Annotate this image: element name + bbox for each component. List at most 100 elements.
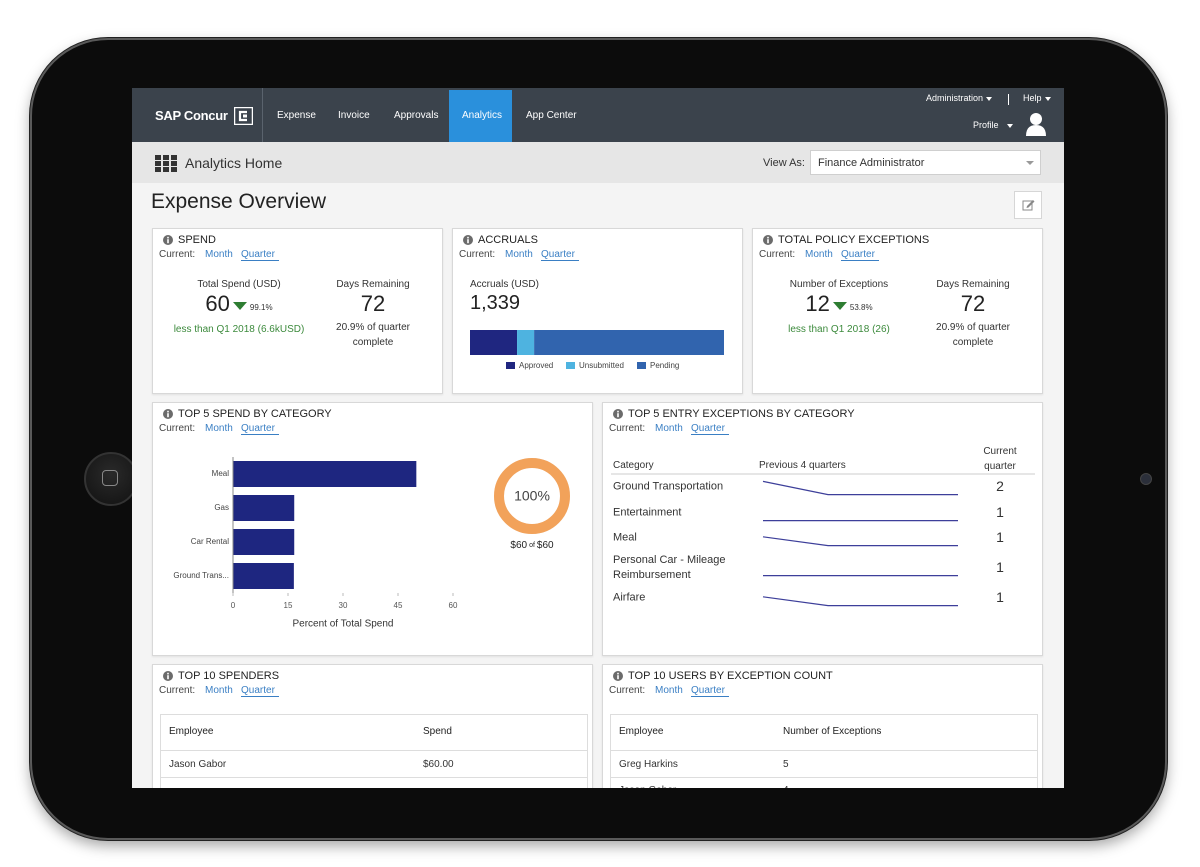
category-cell: Personal Car - Mileage Reimbursement: [613, 554, 726, 581]
admin-menu[interactable]: Administration: [926, 93, 993, 103]
nav-bar: [132, 88, 1064, 142]
edit-button[interactable]: [1014, 191, 1042, 219]
legend-label: Pending: [650, 361, 679, 370]
sub-header-title: Analytics Home: [185, 155, 283, 171]
period-month[interactable]: Month: [205, 685, 233, 696]
current-label: Current:: [759, 249, 796, 260]
x-tick-label: 15: [284, 601, 293, 610]
info-stem: [167, 675, 169, 680]
card-title: TOP 10 USERS BY EXCEPTION COUNT: [628, 670, 833, 682]
column-header: Category: [613, 460, 654, 471]
days-value: 72: [960, 291, 986, 316]
down-arrow: [832, 302, 847, 310]
period-month[interactable]: Month: [205, 249, 233, 260]
down-arrow-shape: [832, 302, 847, 310]
info-stem: [467, 239, 469, 244]
sparkline: [762, 596, 958, 607]
period-quarter[interactable]: Quarter: [691, 423, 729, 435]
header-rule: [161, 750, 587, 751]
kpi-label: Number of Exceptions: [789, 279, 889, 290]
current-cell: 1: [996, 529, 1004, 545]
card: TOP 10 USERS BY EXCEPTION COUNT Current: M…: [602, 664, 1043, 788]
column-header: Employee: [619, 726, 664, 737]
info-dot: [167, 672, 169, 675]
current-label: Current:: [159, 423, 196, 434]
period-quarter[interactable]: Quarter: [241, 249, 279, 261]
help-menu[interactable]: Help: [1023, 93, 1051, 103]
column-header: Employee: [169, 726, 214, 737]
period-quarter[interactable]: Quarter: [691, 685, 729, 697]
card-title: TOTAL POLICY EXCEPTIONS: [778, 234, 930, 246]
bar: [233, 563, 294, 589]
period-month[interactable]: Month: [205, 423, 233, 434]
row-rule: [161, 777, 587, 778]
period-month[interactable]: Month: [805, 249, 833, 260]
info-stem: [617, 675, 619, 680]
x-tick-label: 30: [339, 601, 348, 610]
days-value: 72: [360, 291, 386, 316]
current-label: Current:: [159, 685, 196, 696]
info-icon[interactable]: [613, 671, 623, 681]
donut-arc: [494, 458, 570, 534]
table-cell: 4: [783, 785, 789, 788]
legend-swatch: [566, 362, 575, 369]
brand-logo: [234, 107, 253, 125]
info-icon[interactable]: [163, 409, 173, 419]
info-icon[interactable]: [613, 409, 623, 419]
card: TOP 10 SPENDERS Current: Month Quarter Emplo…: [152, 664, 593, 788]
sparkline: [762, 480, 958, 496]
nav-item-active[interactable]: Analytics: [462, 110, 503, 121]
page-title: Expense Overview: [151, 190, 327, 213]
kpi-label: Total Spend (USD): [197, 279, 281, 290]
accruals-value: 1,339: [470, 292, 521, 314]
category-label: Meal: [212, 469, 230, 478]
period-quarter[interactable]: Quarter: [841, 249, 879, 261]
period-quarter[interactable]: Quarter: [241, 685, 279, 697]
card: TOTAL POLICY EXCEPTIONS Current: Month Quar…: [752, 228, 1043, 394]
info-icon[interactable]: [763, 235, 773, 245]
nav-item[interactable]: Approvals: [394, 110, 439, 121]
view-as-select[interactable]: [810, 150, 1041, 175]
current-cell: 2: [996, 478, 1004, 494]
sparkline: [762, 536, 958, 547]
card: ACCRUALS Current: Month Quarter Accruals (US…: [452, 228, 743, 394]
nav-active-bg: [449, 90, 512, 142]
home-icon: [102, 470, 118, 486]
admin-label: Administration: [926, 93, 984, 103]
home-button[interactable]: [84, 452, 138, 506]
current-label: Current:: [609, 685, 646, 696]
accruals-chart: Approved Unsubmitted Pending: [470, 330, 724, 370]
table-cell: 5: [783, 759, 789, 770]
kpi-comparison: less than Q1 2018 (26): [788, 324, 890, 335]
stacked-segment: [517, 330, 535, 355]
x-tick-label: 45: [394, 601, 403, 610]
nav-separator: [262, 88, 263, 142]
view-as-value: Finance Administrator: [818, 157, 925, 169]
info-stem: [617, 413, 619, 418]
nav-item[interactable]: Invoice: [338, 110, 370, 121]
info-dot: [167, 410, 169, 413]
period-quarter[interactable]: Quarter: [541, 249, 579, 261]
info-icon[interactable]: [163, 235, 173, 245]
stacked-segment: [534, 330, 724, 355]
profile-menu[interactable]: Profile: [973, 120, 1013, 130]
period-month[interactable]: Month: [505, 249, 533, 260]
info-icon[interactable]: [463, 235, 473, 245]
period-quarter[interactable]: Quarter: [241, 423, 279, 435]
period-month[interactable]: Month: [655, 685, 683, 696]
nav-item[interactable]: App Center: [526, 110, 577, 121]
apps-icon[interactable]: [155, 155, 177, 172]
legend-label: Unsubmitted: [579, 361, 624, 370]
card-title: TOP 10 SPENDERS: [178, 670, 280, 682]
period-month[interactable]: Month: [655, 423, 683, 434]
info-stem: [167, 239, 169, 244]
avatar[interactable]: [1025, 112, 1047, 136]
profile-label: Profile: [973, 120, 999, 130]
info-dot: [617, 410, 619, 413]
days-label: Days Remaining: [936, 279, 1010, 290]
info-icon[interactable]: [163, 671, 173, 681]
x-tick-label: 60: [449, 601, 458, 610]
nav-item[interactable]: Expense: [277, 110, 316, 121]
column-header: Spend: [423, 726, 452, 737]
info-dot: [767, 236, 769, 239]
